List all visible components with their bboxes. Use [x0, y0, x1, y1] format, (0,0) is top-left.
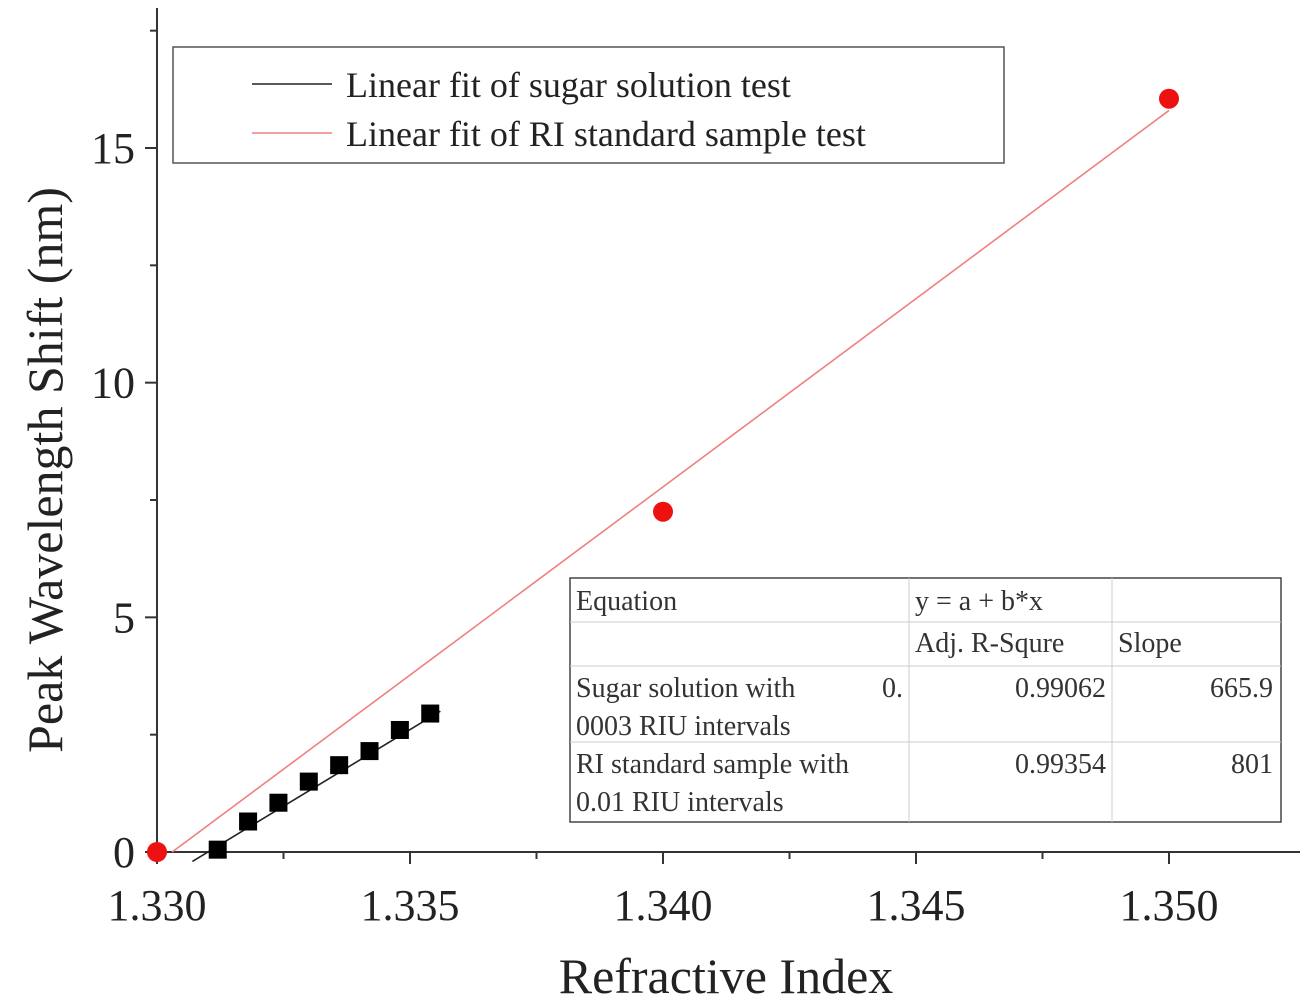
ri-standard-data-point: [147, 842, 167, 862]
sugar-data-point: [360, 742, 379, 761]
x-tick-label: 1.350: [1120, 881, 1219, 930]
stats-table-border: [569, 577, 1282, 823]
y-ticks: 0 5 10 15: [91, 29, 157, 877]
sugar-data-point: [421, 704, 440, 723]
table-row-ri-r2: 0.99354: [1015, 749, 1106, 780]
table-cell-equation-value: y = a + b*x: [915, 586, 1043, 617]
legend-box: [172, 46, 1005, 164]
table-row-sugar-label-line1: Sugar solution with: [576, 673, 795, 704]
sugar-data-point: [390, 720, 409, 739]
stats-table: Equation y = a + b*x Adj. R-Squre Slope …: [569, 577, 1282, 823]
x-tick-label: 1.335: [361, 881, 460, 930]
legend-label-sugar: Linear fit of sugar solution test: [346, 65, 791, 105]
y-tick-label: 5: [113, 593, 135, 642]
x-axis-title: Refractive Index: [559, 948, 894, 1000]
sugar-data-point: [208, 840, 227, 859]
sugar-data-point: [330, 756, 349, 775]
x-tick-label: 1.345: [867, 881, 966, 930]
table-row-sugar-slope: 665.9: [1210, 673, 1273, 704]
table-row-ri-label-line2: 0.01 RIU intervals: [576, 787, 784, 818]
table-row-sugar-r2: 0.99062: [1015, 673, 1106, 704]
sugar-data-point: [299, 772, 318, 791]
y-tick-label: 10: [91, 359, 135, 408]
fit-line-ri-standard: [171, 109, 1170, 853]
table-header-adj-r-square: Adj. R-Squre: [915, 628, 1064, 659]
y-tick-label: 15: [91, 124, 135, 173]
y-tick-label: 0: [113, 828, 135, 877]
sugar-data-point: [269, 793, 288, 812]
table-row-ri-label-line1: RI standard sample with: [576, 749, 849, 780]
x-tick-label: 1.340: [614, 881, 713, 930]
ri-standard-data-point: [1159, 88, 1179, 109]
x-ticks: 1.330 1.335 1.340 1.345 1.350: [108, 852, 1219, 930]
y-axis-title: Peak Wavelength Shift (nm): [17, 187, 73, 753]
table-row-sugar-label-line1b: 0.: [882, 673, 903, 704]
table-header-slope: Slope: [1118, 628, 1182, 659]
table-row-sugar-label-line2: 0003 RIU intervals: [576, 711, 791, 742]
sugar-data-point: [239, 812, 258, 831]
x-tick-label: 1.330: [108, 881, 207, 930]
data-points: [147, 88, 1179, 862]
legend: Linear fit of sugar solution test Linear…: [172, 46, 1005, 164]
table-row-ri-slope: 801: [1231, 749, 1273, 780]
ri-standard-data-point: [653, 501, 673, 522]
legend-label-ri-standard: Linear fit of RI standard sample test: [346, 114, 866, 154]
table-cell-equation-label: Equation: [576, 586, 677, 617]
